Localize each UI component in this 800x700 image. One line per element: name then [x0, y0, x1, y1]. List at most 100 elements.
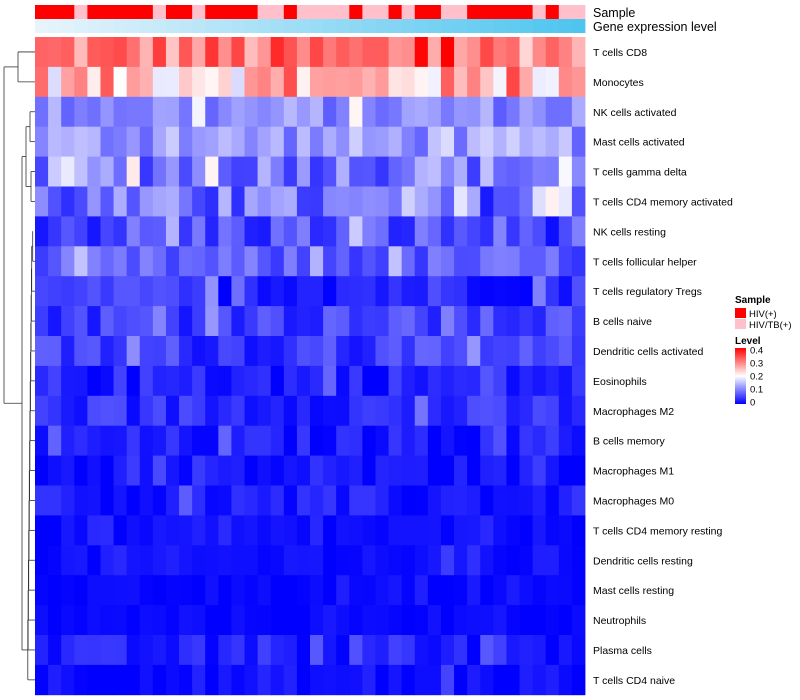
heatmap-cell [519, 635, 534, 666]
heatmap-cell [454, 635, 468, 666]
heatmap-cell [87, 635, 101, 666]
heatmap-cell [165, 485, 180, 516]
heatmap-cell [48, 186, 62, 217]
sample-annotation-cell [113, 5, 128, 19]
heatmap-cell [571, 276, 586, 307]
heatmap-cell [454, 216, 468, 247]
heatmap-cell [414, 66, 429, 98]
sample-annotation-cell [336, 5, 350, 19]
heatmap-cell [493, 66, 507, 98]
heatmap-cell [571, 246, 586, 277]
heatmap-cell [152, 425, 167, 456]
heatmap-cell [179, 37, 193, 68]
heatmap-cell [545, 455, 560, 486]
heatmap-cell [283, 425, 298, 456]
heatmap-cell [336, 635, 350, 666]
expression-annotation-cell [349, 19, 363, 33]
heatmap-cell [388, 126, 403, 157]
heatmap-cell [87, 66, 101, 98]
heatmap-cell [126, 276, 141, 307]
heatmap-cell [349, 306, 363, 337]
heatmap-cell [113, 126, 128, 157]
heatmap-cell [165, 664, 180, 696]
heatmap-cell [113, 276, 128, 307]
heatmap-cell [205, 425, 219, 456]
heatmap-cell [113, 336, 128, 367]
heatmap-cell [192, 545, 206, 576]
heatmap-cell [35, 395, 49, 427]
expression-annotation-label: Gene expression level [593, 20, 717, 34]
heatmap-cell [231, 156, 245, 187]
heatmap-cell [323, 455, 337, 486]
heatmap-cell [375, 126, 389, 157]
heatmap-cell [100, 515, 114, 546]
heatmap-cell [506, 485, 520, 516]
heatmap-cell [506, 276, 520, 307]
heatmap-cell [244, 276, 259, 307]
expression-annotation-cell [35, 19, 49, 33]
heatmap-cell [427, 455, 442, 486]
heatmap-cell [401, 186, 416, 217]
heatmap-cell [454, 276, 468, 307]
heatmap-cell [152, 395, 167, 427]
heatmap-cell [467, 455, 481, 486]
heatmap-cell [165, 635, 180, 666]
heatmap-cell [440, 425, 455, 456]
row-label: Macrophages M1 [593, 466, 674, 478]
row-labels: T cells CD8 Monocytes NK cells activated Ma… [593, 47, 733, 687]
heatmap-cell [296, 186, 311, 217]
heatmap-cell [113, 246, 128, 277]
heatmap-cell [218, 66, 232, 98]
heatmap-cell [61, 635, 75, 666]
heatmap-cell [257, 635, 272, 666]
heatmap-cell [100, 545, 114, 576]
heatmap-cell [571, 66, 586, 98]
heatmap-cell [545, 186, 560, 217]
heatmap-cell [467, 246, 481, 277]
heatmap-cell [218, 246, 232, 277]
heatmap-cell [270, 306, 285, 337]
heatmap-cell [126, 66, 141, 98]
heatmap-cell [48, 66, 62, 98]
heatmap-cell [388, 365, 403, 397]
heatmap-cell [165, 545, 180, 576]
heatmap-cell [467, 545, 481, 576]
heatmap-cell [296, 156, 311, 187]
heatmap-cell [296, 365, 311, 397]
heatmap-cell [74, 425, 88, 456]
level-legend: Level 0.4 0.3 0.2 0.1 0 [735, 336, 763, 409]
sample-annotation-bar [35, 5, 586, 19]
heatmap-cell [388, 635, 403, 666]
expression-annotation-cell [310, 19, 324, 33]
heatmap-cell [401, 455, 416, 486]
expression-annotation-cell [283, 19, 298, 33]
sample-annotation-cell [506, 5, 520, 19]
heatmap-cell [244, 306, 259, 337]
sample-annotation-cell [205, 5, 219, 19]
heatmap-cell [192, 156, 206, 187]
heatmap-cell [152, 156, 167, 187]
heatmap-cell [323, 425, 337, 456]
sample-annotation-cell [375, 5, 389, 19]
heatmap-cell [454, 575, 468, 606]
heatmap-cell [35, 635, 49, 666]
heatmap-cell [100, 605, 114, 636]
heatmap-cell [87, 605, 101, 636]
heatmap-cell [152, 635, 167, 666]
heatmap-cell [179, 455, 193, 486]
heatmap-cell [244, 246, 259, 277]
heatmap-cell [427, 485, 442, 516]
heatmap-cell [388, 455, 403, 486]
heatmap-cell [61, 365, 75, 397]
heatmap-cell [336, 395, 350, 427]
heatmap-cell [414, 186, 429, 217]
heatmap-cell [336, 605, 350, 636]
heatmap-cell [427, 605, 442, 636]
heatmap-cell [152, 605, 167, 636]
heatmap-cell [257, 575, 272, 606]
heatmap-cell [480, 126, 494, 157]
heatmap-cell [440, 365, 455, 397]
heatmap-cell [414, 96, 429, 128]
heatmap-cell [414, 515, 429, 546]
heatmap-cell [87, 216, 101, 247]
